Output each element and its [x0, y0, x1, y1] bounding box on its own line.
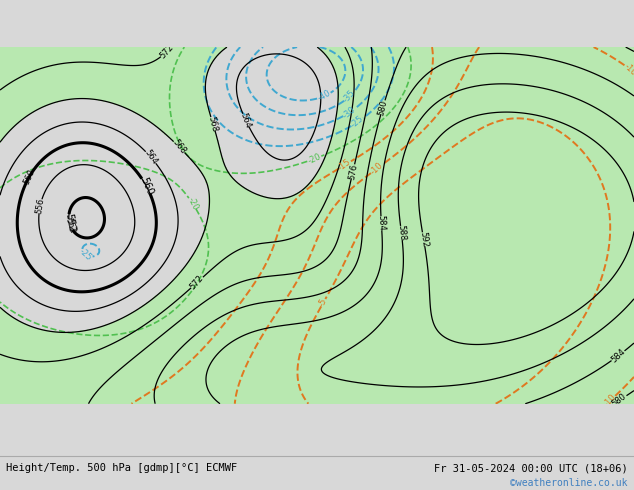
- Text: 592: 592: [418, 231, 429, 247]
- Text: 568: 568: [171, 138, 188, 156]
- Text: -15: -15: [337, 157, 353, 172]
- Text: -20: -20: [306, 152, 322, 166]
- Text: 560: 560: [138, 175, 155, 196]
- Text: -10: -10: [602, 392, 618, 409]
- Text: -20: -20: [186, 196, 200, 212]
- Text: -40: -40: [316, 89, 332, 103]
- Text: 564: 564: [239, 111, 253, 129]
- Text: 588: 588: [396, 224, 406, 242]
- Text: -35: -35: [342, 88, 358, 104]
- Text: Height/Temp. 500 hPa [gdmp][°C] ECMWF: Height/Temp. 500 hPa [gdmp][°C] ECMWF: [6, 464, 238, 473]
- Text: ©weatheronline.co.uk: ©weatheronline.co.uk: [510, 478, 628, 488]
- Text: -10: -10: [622, 62, 634, 77]
- Text: -5: -5: [318, 297, 329, 308]
- Text: -10: -10: [368, 161, 385, 177]
- Text: 580: 580: [377, 98, 389, 116]
- Text: -25: -25: [349, 114, 365, 130]
- Text: 552: 552: [63, 217, 77, 235]
- Text: 568: 568: [207, 115, 219, 133]
- Text: 584: 584: [609, 347, 627, 365]
- Text: -25: -25: [77, 246, 94, 262]
- Text: -30: -30: [341, 104, 358, 120]
- Text: 572: 572: [188, 273, 205, 292]
- Text: 564: 564: [143, 148, 159, 167]
- Text: Fr 31-05-2024 00:00 UTC (18+06): Fr 31-05-2024 00:00 UTC (18+06): [434, 464, 628, 473]
- Text: 576: 576: [347, 163, 359, 180]
- Text: 552: 552: [63, 212, 76, 232]
- Text: 584: 584: [377, 215, 386, 231]
- Text: 572: 572: [158, 43, 176, 60]
- Text: 580: 580: [611, 392, 628, 409]
- Text: 556: 556: [34, 197, 46, 215]
- Text: 560: 560: [22, 168, 37, 186]
